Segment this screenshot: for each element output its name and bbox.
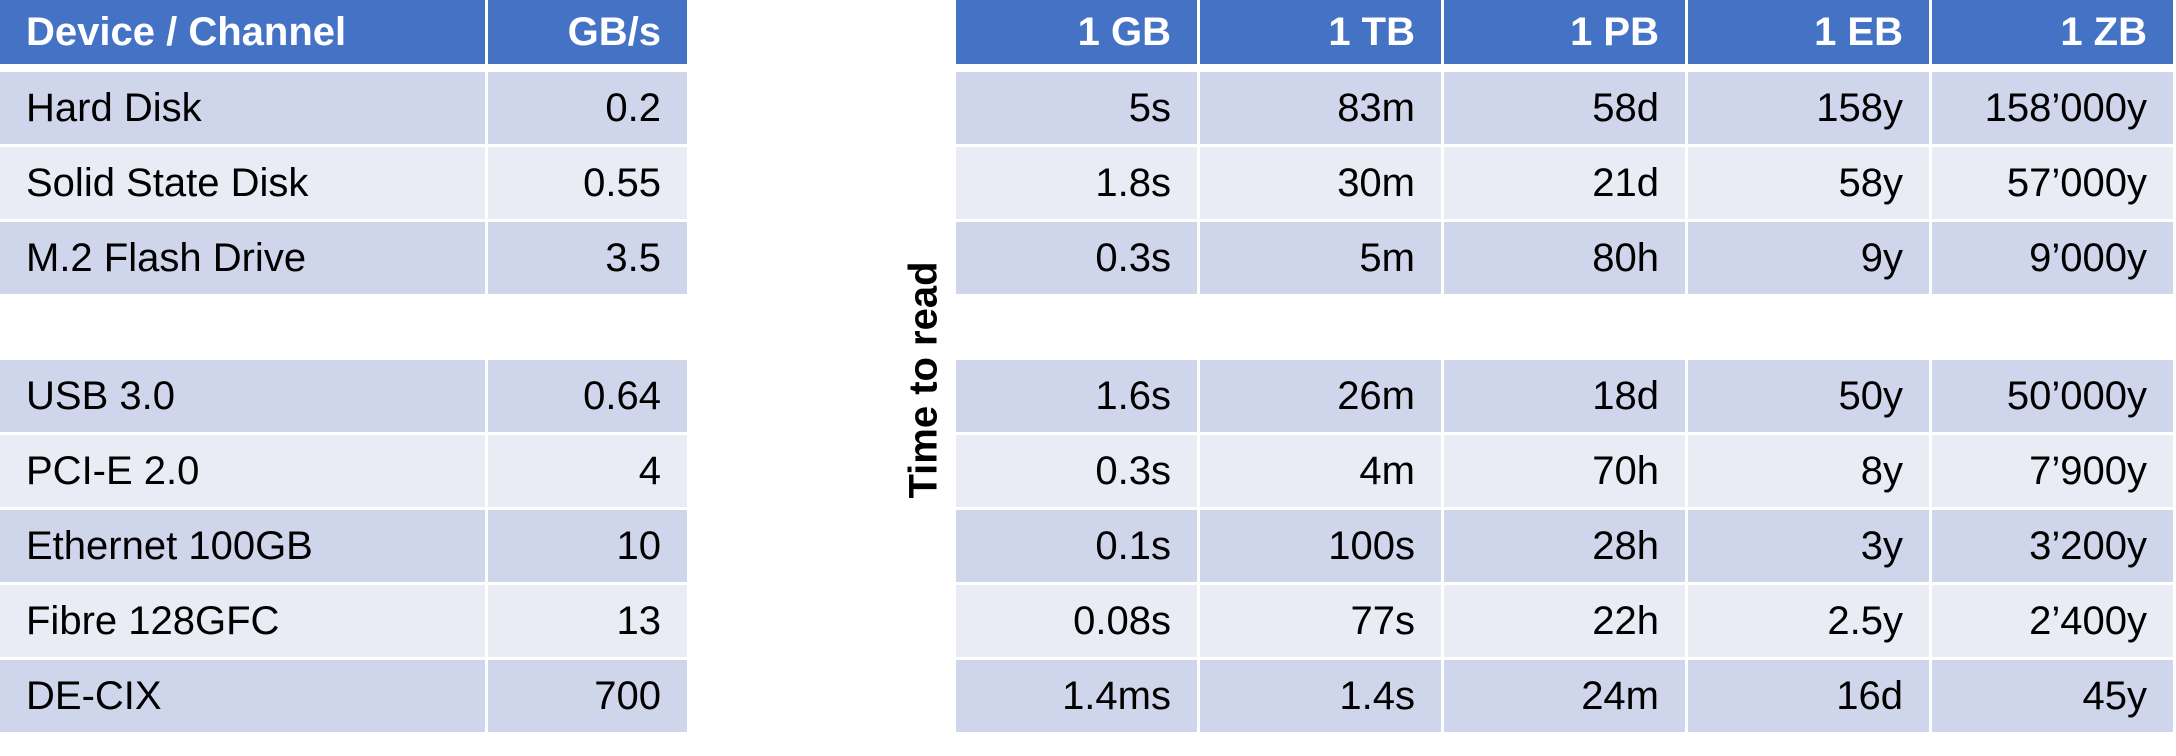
channel-name: Fibre 128GFC [0,585,488,660]
table-row: 0.3s 5m 80h 9y 9’000y [956,222,2176,297]
table-row: M.2 Flash Drive 3.5 [0,222,690,297]
group-spacer [0,297,690,360]
time-cell: 0.08s [956,585,1200,660]
table-row: Fibre 128GFC 13 [0,585,690,660]
device-name: Hard Disk [0,72,488,147]
time-cell: 2.5y [1688,585,1932,660]
table-row: Ethernet 100GB 10 [0,510,690,585]
time-cell: 16d [1688,660,1932,735]
device-speed: 0.55 [488,147,690,222]
time-cell: 21d [1444,147,1688,222]
table-row: 0.1s 100s 28h 3y 3’200y [956,510,2176,585]
time-to-read-table: 1 GB 1 TB 1 PB 1 EB 1 ZB 5s 83m 58d 158y… [956,0,2176,735]
time-cell: 100s [1200,510,1444,585]
time-cell: 4m [1200,435,1444,510]
table-row: 5s 83m 58d 158y 158’000y [956,72,2176,147]
time-to-read-label: Time to read [901,261,946,499]
header-1pb: 1 PB [1444,0,1688,72]
time-cell: 158’000y [1932,72,2176,147]
time-cell: 80h [1444,222,1688,297]
time-cell: 30m [1200,147,1444,222]
device-speed: 3.5 [488,222,690,297]
device-throughput-table: Device / Channel GB/s Hard Disk 0.2 Soli… [0,0,690,735]
channel-name: Ethernet 100GB [0,510,488,585]
time-cell: 0.1s [956,510,1200,585]
channel-speed: 10 [488,510,690,585]
table-row: 1.4ms 1.4s 24m 16d 45y [956,660,2176,735]
channel-speed: 4 [488,435,690,510]
time-cell: 58y [1688,147,1932,222]
time-cell: 58d [1444,72,1688,147]
table-row: Hard Disk 0.2 [0,72,690,147]
time-cell: 3y [1688,510,1932,585]
time-cell: 158y [1688,72,1932,147]
time-cell: 9’000y [1932,222,2176,297]
channel-name: USB 3.0 [0,360,488,435]
time-cell: 45y [1932,660,2176,735]
channel-name: PCI-E 2.0 [0,435,488,510]
header-1eb: 1 EB [1688,0,1932,72]
time-cell: 50y [1688,360,1932,435]
table-row: Solid State Disk 0.55 [0,147,690,222]
header-1zb: 1 ZB [1932,0,2176,72]
channel-speed: 13 [488,585,690,660]
time-cell: 7’900y [1932,435,2176,510]
time-cell: 50’000y [1932,360,2176,435]
time-cell: 26m [1200,360,1444,435]
time-cell: 57’000y [1932,147,2176,222]
time-cell: 0.3s [956,435,1200,510]
time-cell: 2’400y [1932,585,2176,660]
time-cell: 1.4s [1200,660,1444,735]
device-name: M.2 Flash Drive [0,222,488,297]
header-row: Device / Channel GB/s [0,0,690,72]
header-row: 1 GB 1 TB 1 PB 1 EB 1 ZB [956,0,2176,72]
time-cell: 8y [1688,435,1932,510]
channel-speed: 0.64 [488,360,690,435]
header-device-channel: Device / Channel [0,0,488,72]
group-spacer [956,297,2176,360]
time-cell: 0.3s [956,222,1200,297]
channel-speed: 700 [488,660,690,735]
device-speed: 0.2 [488,72,690,147]
header-1tb: 1 TB [1200,0,1444,72]
device-name: Solid State Disk [0,147,488,222]
time-cell: 5s [956,72,1200,147]
time-cell: 83m [1200,72,1444,147]
table-row: 1.6s 26m 18d 50y 50’000y [956,360,2176,435]
time-cell: 70h [1444,435,1688,510]
time-cell: 1.4ms [956,660,1200,735]
table-row: 0.3s 4m 70h 8y 7’900y [956,435,2176,510]
time-cell: 77s [1200,585,1444,660]
table-row: 1.8s 30m 21d 58y 57’000y [956,147,2176,222]
table-row: 0.08s 77s 22h 2.5y 2’400y [956,585,2176,660]
table-row: DE-CIX 700 [0,660,690,735]
time-cell: 1.6s [956,360,1200,435]
table-row: PCI-E 2.0 4 [0,435,690,510]
header-1gb: 1 GB [956,0,1200,72]
time-cell: 9y [1688,222,1932,297]
time-cell: 28h [1444,510,1688,585]
time-cell: 24m [1444,660,1688,735]
channel-name: DE-CIX [0,660,488,735]
time-cell: 1.8s [956,147,1200,222]
table-row: USB 3.0 0.64 [0,360,690,435]
time-cell: 3’200y [1932,510,2176,585]
header-gbps: GB/s [488,0,690,72]
time-cell: 5m [1200,222,1444,297]
time-cell: 22h [1444,585,1688,660]
time-cell: 18d [1444,360,1688,435]
